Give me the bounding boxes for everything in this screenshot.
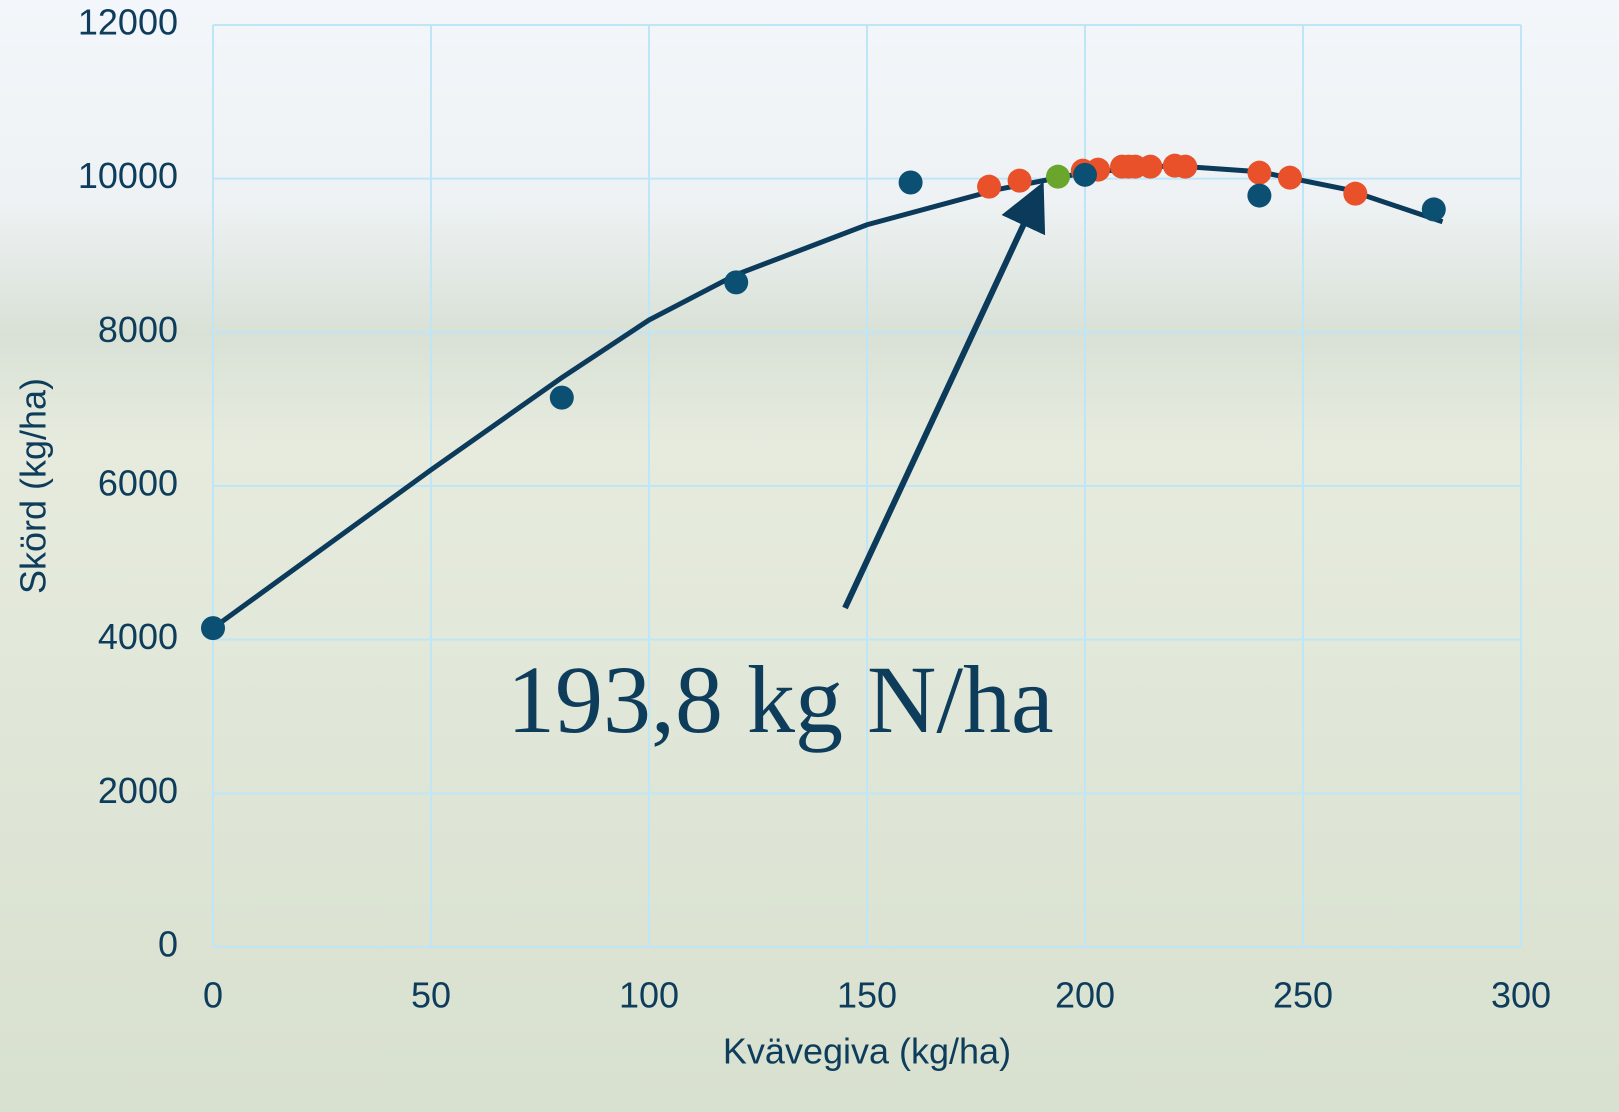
x-tick-label: 200 — [1055, 975, 1115, 1016]
y-tick-label: 6000 — [98, 463, 178, 504]
data-point — [977, 174, 1002, 199]
data-point — [1173, 154, 1198, 179]
data-point — [1343, 181, 1368, 206]
data-point — [1247, 183, 1272, 208]
data-point — [1045, 164, 1070, 189]
data-point — [1073, 162, 1097, 187]
y-tick-label: 10000 — [78, 155, 178, 196]
x-tick-label: 100 — [619, 975, 679, 1016]
fit-curve — [211, 163, 1444, 631]
data-point — [1007, 168, 1032, 193]
annotation: 193,8 kg N/ha — [507, 646, 1054, 753]
data-point — [1247, 160, 1272, 185]
data-point — [898, 170, 923, 195]
y-tick-label: 8000 — [98, 309, 178, 350]
data-point — [1138, 154, 1163, 179]
y-tick-label: 0 — [158, 924, 178, 965]
y-tick-label: 4000 — [98, 616, 178, 657]
x-tick-label: 0 — [203, 975, 223, 1016]
x-axis-title: Kvävegiva (kg/ha) — [723, 1031, 1011, 1072]
x-tick-label: 250 — [1273, 975, 1333, 1016]
x-tick-label: 150 — [837, 975, 897, 1016]
x-tick-label: 50 — [411, 975, 451, 1016]
y-tick-label: 12000 — [78, 2, 178, 43]
annotation-arrow — [842, 181, 1046, 610]
data-point — [201, 616, 225, 641]
y-tick-label: 2000 — [98, 770, 178, 811]
data-point — [724, 270, 749, 295]
data-point — [1421, 197, 1446, 222]
data-point — [549, 385, 574, 410]
data-point — [1277, 165, 1302, 190]
x-tick-label: 300 — [1491, 975, 1551, 1016]
y-axis-title: Skörd (kg/ha) — [13, 378, 54, 594]
